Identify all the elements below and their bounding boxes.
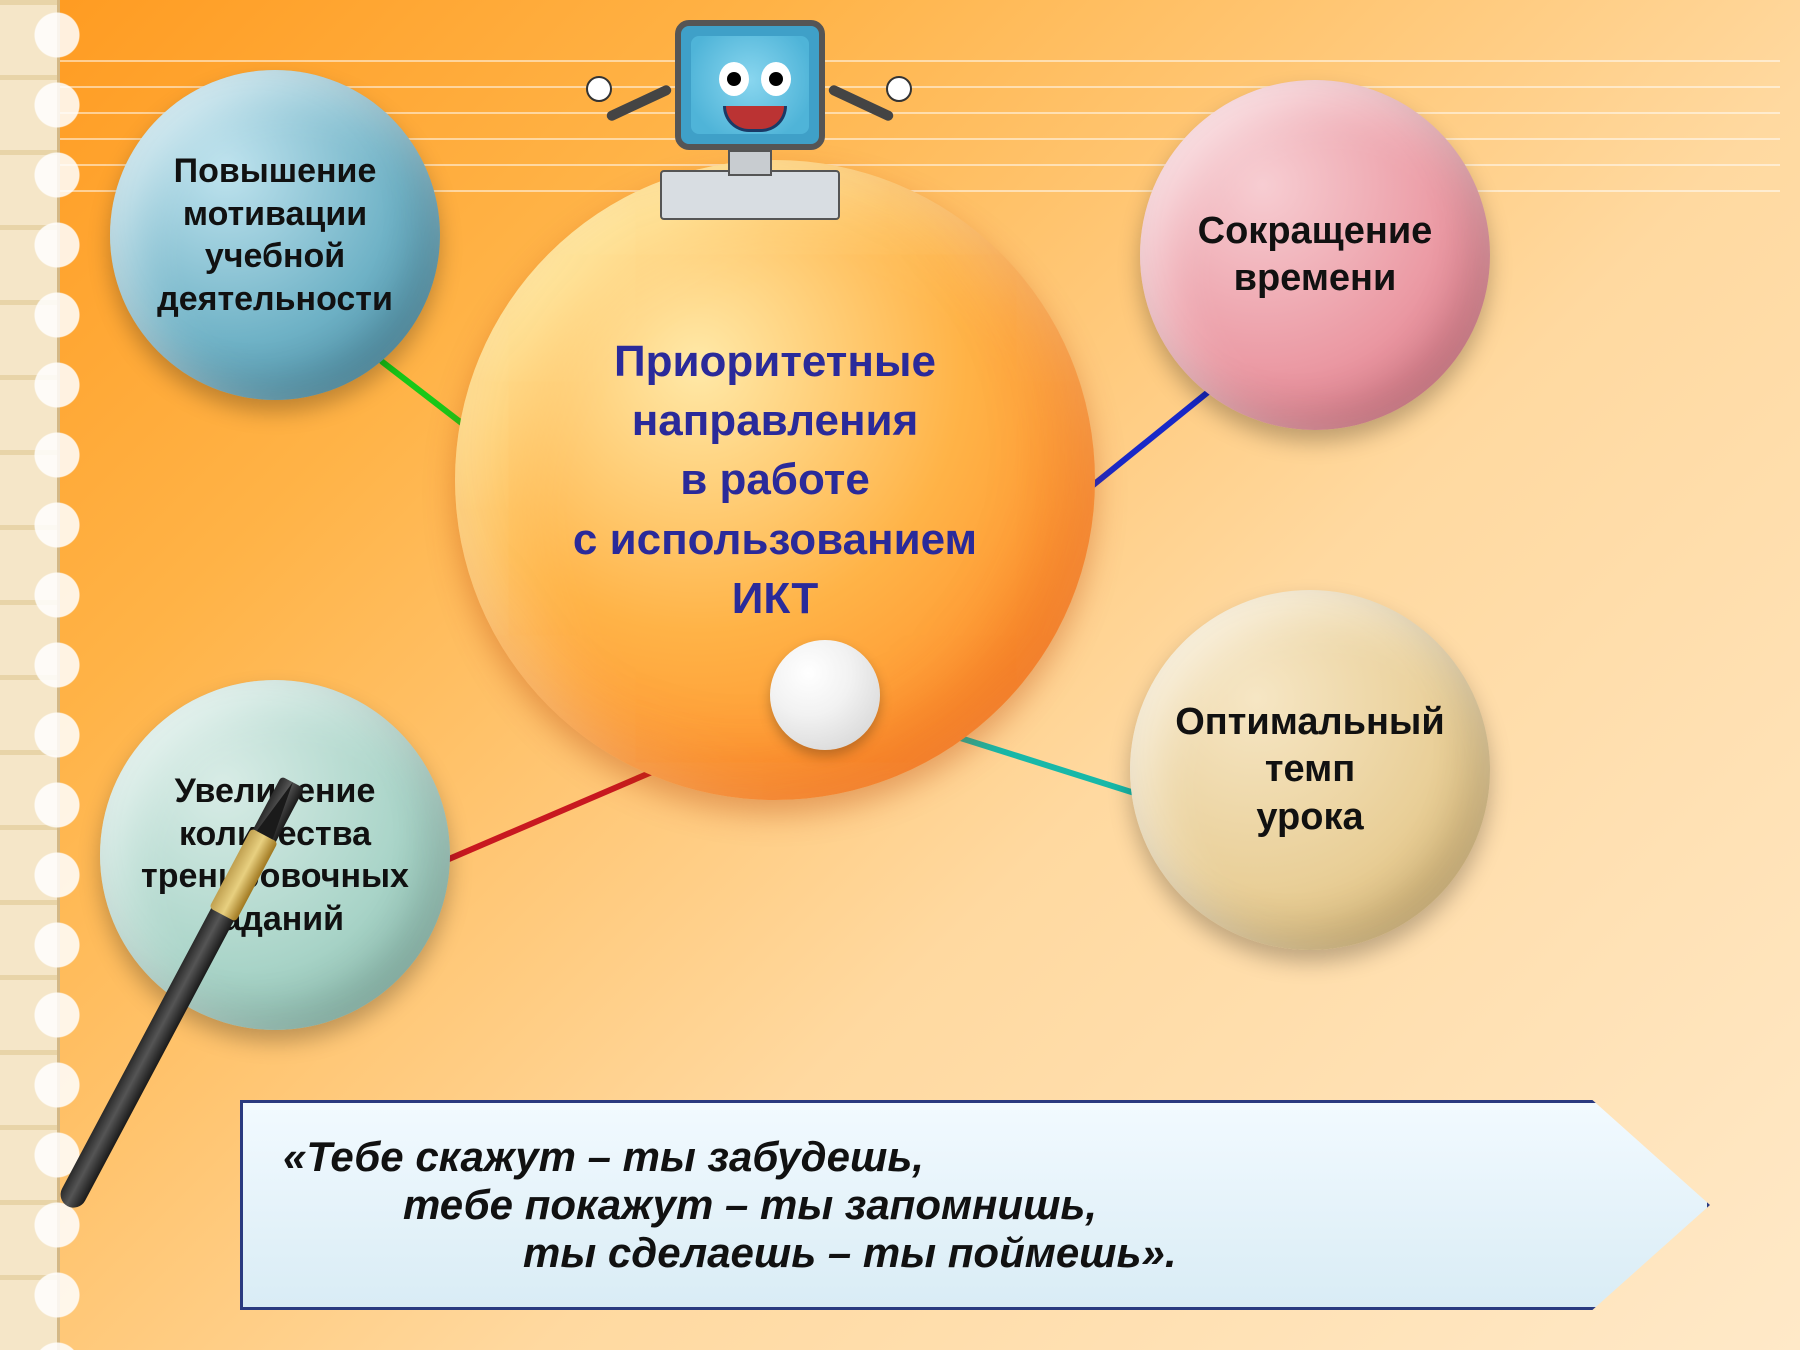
bubble-tempo: Оптимальный темп урока <box>1130 590 1490 950</box>
bubble-motivation-text: Повышение мотивации учебной деятельности <box>133 150 417 320</box>
bubble-training: Увеличение количества тренировочных зада… <box>100 680 450 1030</box>
slide-stage: Приоритетные направления в работе с испо… <box>0 0 1800 1350</box>
bubble-tempo-text: Оптимальный темп урока <box>1151 699 1469 842</box>
bubble-time: Сокращение времени <box>1140 80 1490 430</box>
center-bubble-text: Приоритетные направления в работе с испо… <box>573 332 977 629</box>
quote-line-2: ты сделаешь – ты поймешь». <box>283 1229 1707 1277</box>
white-ball <box>770 640 880 750</box>
quote-line-0: «Тебе скажут – ты забудешь, <box>283 1133 1707 1181</box>
bubble-time-text: Сокращение времени <box>1174 208 1457 303</box>
left-lace-decoration <box>0 0 60 1350</box>
quote-arrow: «Тебе скажут – ты забудешь,тебе покажут … <box>240 1100 1710 1310</box>
quote-line-1: тебе покажут – ты запомнишь, <box>283 1181 1707 1229</box>
bubble-motivation: Повышение мотивации учебной деятельности <box>110 70 440 400</box>
